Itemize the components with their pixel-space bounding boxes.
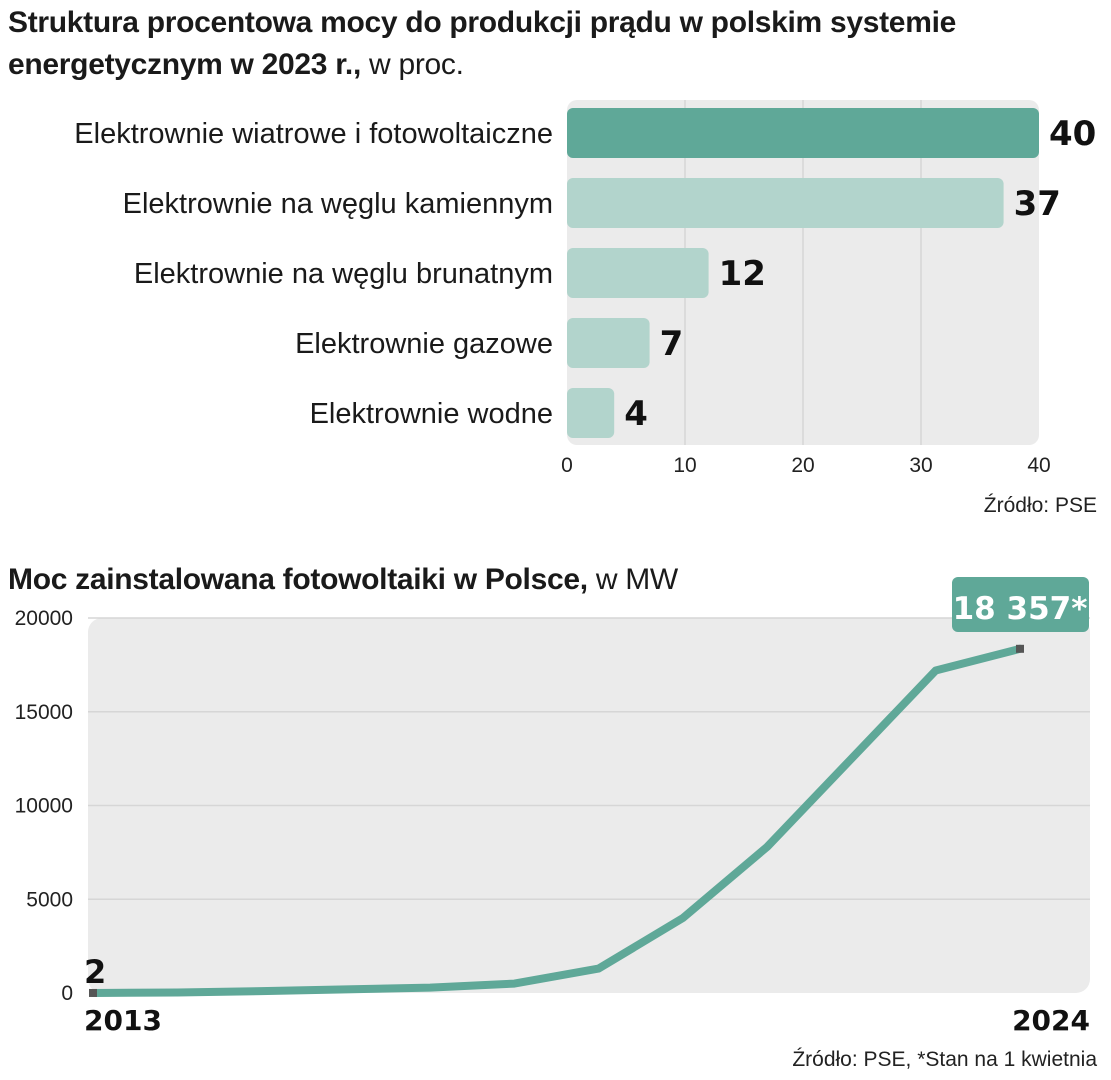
line-chart-plot-area bbox=[88, 618, 1090, 993]
bar-chart-source: Źródło: PSE bbox=[983, 494, 1097, 517]
bar-value-label: 7 bbox=[660, 324, 684, 364]
x-label-start-year: 2013 bbox=[84, 1004, 162, 1037]
bar-category-label: Elektrownie na węglu kamiennym bbox=[123, 188, 553, 220]
bar-category-label: Elektrownie wodne bbox=[310, 398, 553, 430]
bar-x-tick-label: 0 bbox=[561, 454, 573, 477]
bar-chart: 0 10 20 30 40 Elektrownie wiatrowe i fotowolt… bbox=[74, 100, 1096, 477]
bar-category-label: Elektrownie wiatrowe i fotowoltaiczne bbox=[74, 118, 553, 150]
bar-value-label: 12 bbox=[719, 254, 766, 294]
line-y-tick-label: 5000 bbox=[26, 888, 73, 911]
bar-x-tick-label: 10 bbox=[673, 454, 696, 477]
end-value-badge bbox=[952, 577, 1089, 632]
bar-chart-title-text: Struktura procentowa mocy do produkcji p… bbox=[8, 6, 956, 81]
bar bbox=[567, 318, 650, 368]
line-y-tick-label: 0 bbox=[61, 982, 73, 1005]
bar-value-label: 4 bbox=[624, 394, 648, 434]
line-chart-title-text: Moc zainstalowana fotowoltaiki w Polsce, bbox=[8, 563, 588, 596]
series-line bbox=[89, 644, 1024, 997]
bar-x-tick-label: 40 bbox=[1027, 454, 1050, 477]
start-point-marker bbox=[89, 988, 97, 997]
end-point-marker bbox=[1016, 644, 1024, 653]
bar-value-label: 37 bbox=[1014, 184, 1061, 224]
end-value-label: 18 357* bbox=[953, 591, 1088, 627]
bar-category-label: Elektrownie na węglu brunatnym bbox=[134, 258, 553, 290]
bar bbox=[567, 108, 1039, 158]
line-y-tick-label: 15000 bbox=[15, 701, 73, 724]
line-chart-title: Moc zainstalowana fotowoltaiki w Polsce,… bbox=[8, 560, 908, 600]
bar-chart-title: Struktura procentowa mocy do produkcji p… bbox=[8, 2, 1098, 86]
bar-chart-unit: w proc. bbox=[369, 48, 464, 81]
x-label-end-year: 2024 bbox=[1012, 1004, 1090, 1037]
line-y-tick-label: 10000 bbox=[15, 795, 73, 818]
start-value-label: 2 bbox=[84, 953, 106, 991]
bar bbox=[567, 248, 709, 298]
line-chart-unit: w MW bbox=[595, 563, 678, 596]
bar-value-label: 40 bbox=[1049, 114, 1096, 154]
bar bbox=[567, 178, 1004, 228]
bar bbox=[567, 388, 615, 438]
line-chart-source: Źródło: PSE, *Stan na 1 kwietnia bbox=[792, 1048, 1097, 1071]
bar-category-label: Elektrownie gazowe bbox=[295, 328, 553, 360]
line-y-tick-label: 20000 bbox=[15, 607, 73, 630]
bar-x-tick-label: 30 bbox=[909, 454, 932, 477]
bar-x-tick-label: 20 bbox=[791, 454, 814, 477]
